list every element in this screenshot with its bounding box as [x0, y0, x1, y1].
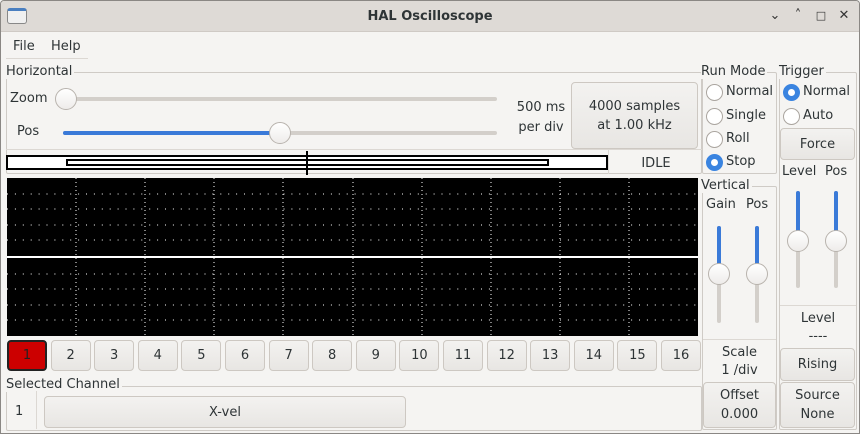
- channel-separator: [7, 256, 698, 258]
- vertical-pos-slider-thumb[interactable]: [746, 263, 768, 285]
- channel-button-5[interactable]: 5: [181, 340, 222, 371]
- offset-value: 0.000: [720, 407, 759, 422]
- time-per-div-value: 500 ms: [516, 100, 566, 115]
- vertical-label: Vertical: [701, 178, 752, 193]
- run-mode-label-roll[interactable]: Roll: [726, 131, 750, 146]
- samples-count: 4000 samples: [588, 98, 681, 114]
- channel-button-7[interactable]: 7: [268, 340, 309, 371]
- channel-name-button[interactable]: X-vel: [44, 396, 406, 428]
- gain-slider-thumb[interactable]: [708, 263, 730, 285]
- divider: [6, 149, 702, 150]
- channel-button-9[interactable]: 9: [355, 340, 396, 371]
- channel-button-14[interactable]: 14: [573, 340, 614, 371]
- run-mode-label-normal[interactable]: Normal: [726, 84, 774, 99]
- channel-button-12[interactable]: 12: [486, 340, 527, 371]
- run-mode-label: Run Mode: [701, 64, 768, 79]
- channel-button-4[interactable]: 4: [137, 340, 178, 371]
- trigger-position-marker: [306, 151, 308, 175]
- zoom-slider-thumb[interactable]: [55, 88, 77, 110]
- horizontal-label: Horizontal: [6, 64, 75, 79]
- trigger-mode-label-normal[interactable]: Normal: [803, 84, 851, 99]
- scale-title: Scale: [722, 345, 757, 360]
- trigger-level-slider-thumb[interactable]: [787, 230, 809, 252]
- trigger-level-readout: ----: [808, 329, 828, 344]
- scope-display[interactable]: [7, 178, 698, 336]
- channel-button-8[interactable]: 8: [312, 340, 353, 371]
- divider: [703, 339, 776, 340]
- divider: [780, 305, 856, 306]
- selected-channel-label: Selected Channel: [6, 377, 122, 392]
- gain-label: Gain: [706, 197, 736, 212]
- minimize-icon[interactable]: ⌄: [769, 8, 781, 23]
- run-mode-radio-roll[interactable]: [706, 131, 723, 148]
- force-button[interactable]: Force: [780, 128, 855, 160]
- menu-divider: [6, 58, 88, 59]
- trigger-label: Trigger: [779, 64, 826, 79]
- title-bar: HAL Oscilloscope ⌄ ˄ □ ✕: [1, 1, 859, 32]
- channel-button-16[interactable]: 16: [661, 340, 701, 371]
- channel-button-10[interactable]: 10: [399, 340, 440, 371]
- sample-rate: at 1.00 kHz: [597, 117, 672, 133]
- trigger-level-label: Level: [782, 164, 817, 179]
- menu-file[interactable]: File: [13, 39, 35, 54]
- trigger-pos-label: Pos: [825, 164, 848, 179]
- selected-channel-number: 1: [15, 404, 24, 419]
- vertical-pos-slider-fill: [755, 226, 759, 274]
- window-title: HAL Oscilloscope: [367, 9, 493, 24]
- channel-button-3[interactable]: 3: [94, 340, 135, 371]
- scope-grid: [7, 178, 698, 336]
- selected-channel-group: [6, 386, 702, 431]
- trigger-mode-radio-auto[interactable]: [783, 108, 800, 125]
- pos-slider-thumb[interactable]: [269, 122, 291, 144]
- zoom-label: Zoom: [10, 91, 48, 106]
- offset-label: Offset: [719, 388, 760, 403]
- app-icon: [7, 8, 27, 24]
- time-per-div: 500 ms per div: [506, 98, 576, 138]
- close-icon[interactable]: ✕: [838, 8, 850, 23]
- samples-button[interactable]: 4000 samples at 1.00 kHz: [571, 82, 698, 149]
- channel-button-15[interactable]: 15: [617, 340, 658, 371]
- channel-button-1[interactable]: 1: [7, 340, 47, 371]
- run-mode-radio-stop[interactable]: [706, 154, 723, 171]
- trigger-level-title: Level: [800, 311, 836, 326]
- trigger-level-slider-fill: [796, 191, 800, 239]
- source-button[interactable]: Source None: [780, 382, 855, 428]
- offset-button[interactable]: Offset 0.000: [703, 382, 776, 428]
- channel-button-2[interactable]: 2: [50, 340, 91, 371]
- horizontal-group: [6, 72, 702, 174]
- scale-value: 1 /div: [721, 363, 758, 378]
- zoom-slider[interactable]: [63, 97, 497, 101]
- run-mode-radio-normal[interactable]: [706, 84, 723, 101]
- time-per-div-unit: per div: [518, 120, 564, 135]
- vertical-pos-label: Pos: [746, 197, 769, 212]
- run-mode-radio-single[interactable]: [706, 108, 723, 125]
- channel-button-11[interactable]: 11: [443, 340, 483, 371]
- restore-icon[interactable]: □: [815, 9, 827, 22]
- status-label: IDLE: [641, 156, 671, 171]
- trigger-mode-radio-normal[interactable]: [783, 84, 800, 101]
- run-mode-label-stop[interactable]: Stop: [726, 154, 756, 169]
- maximize-icon[interactable]: ˄: [794, 8, 802, 23]
- trigger-pos-slider-thumb[interactable]: [825, 230, 847, 252]
- pos-slider-fill: [63, 131, 280, 135]
- menu-help[interactable]: Help: [51, 39, 81, 54]
- gain-slider-fill: [717, 226, 721, 274]
- trigger-mode-label-auto[interactable]: Auto: [803, 108, 834, 123]
- pos-label: Pos: [17, 124, 40, 139]
- source-label: Source: [795, 388, 840, 403]
- channel-button-6[interactable]: 6: [225, 340, 265, 371]
- source-value: None: [800, 407, 835, 422]
- run-mode-label-single[interactable]: Single: [726, 108, 766, 123]
- channel-button-13[interactable]: 13: [530, 340, 571, 371]
- divider: [608, 149, 609, 174]
- divider: [36, 391, 37, 429]
- edge-button[interactable]: Rising: [780, 348, 855, 381]
- trigger-pos-slider-fill: [834, 191, 838, 239]
